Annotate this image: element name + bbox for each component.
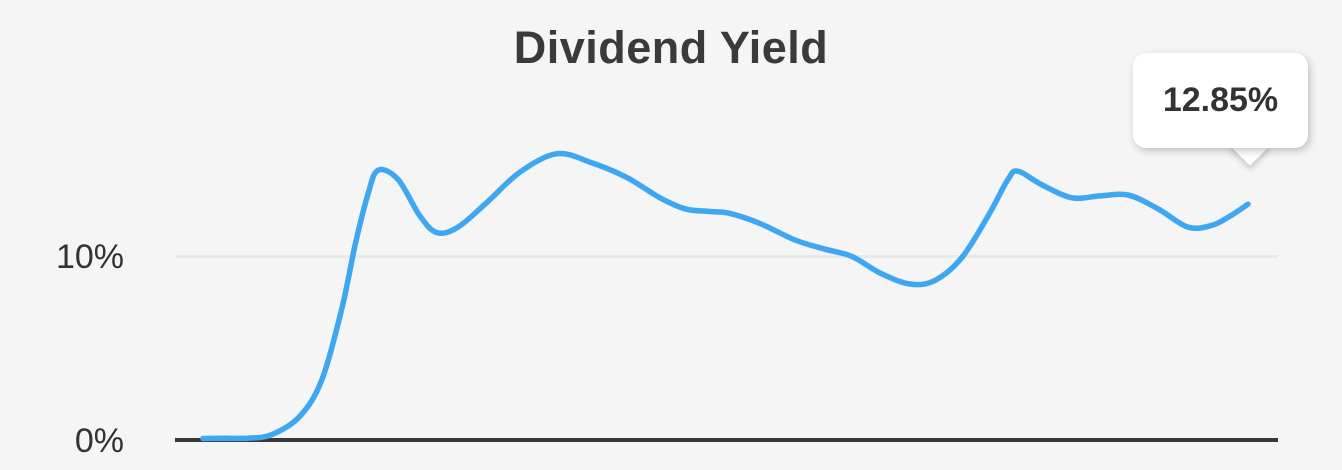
chart-title: Dividend Yield xyxy=(513,22,829,73)
y-axis-label-0pct: 0% xyxy=(74,422,124,460)
y-axis-label-10pct: 10% xyxy=(55,238,124,276)
tooltip-bubble: 12.85% xyxy=(1133,53,1308,148)
yield-line-series xyxy=(200,150,1251,442)
tooltip-value: 12.85% xyxy=(1162,81,1279,119)
value-tooltip: 12.85% xyxy=(1133,53,1308,166)
